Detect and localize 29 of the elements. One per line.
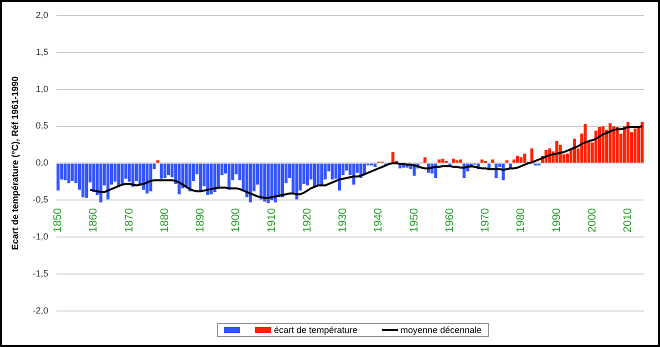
x-tick-label: 1900 [230, 208, 242, 233]
x-tick-label: 1980 [515, 208, 528, 233]
y-tick-label: -2,0 [32, 305, 48, 316]
x-tick-label: 1910 [266, 208, 278, 233]
x-tick-label: 1960 [444, 208, 456, 233]
x-tick-label: 1850 [52, 208, 64, 233]
y-tick-label: -0,5 [32, 194, 48, 205]
x-tick-label: 1880 [158, 208, 171, 233]
x-tick-label: 1950 [408, 208, 420, 233]
x-tick-label: 1870 [123, 208, 136, 233]
y-tick-label: 0,0 [36, 158, 48, 168]
y-tick-label: 1,0 [36, 84, 48, 94]
legend-label: moyenne décennale [400, 325, 482, 335]
x-tick-label: 2010 [622, 208, 634, 233]
x-tick-label: 1940 [372, 208, 385, 233]
y-axis-title: Ecart de température (°C), Réf 1961-1990 [10, 76, 20, 250]
x-tick-label: 1990 [550, 208, 563, 233]
x-tick-label: 1920 [301, 208, 314, 233]
y-tick-label: 0,5 [36, 120, 48, 131]
x-tick-label: 1890 [194, 208, 207, 233]
y-tick-label: -1,0 [32, 232, 48, 242]
legend-label: écart de température [274, 325, 358, 335]
x-tick-label: 2000 [586, 208, 598, 233]
y-tick-label: 2,0 [36, 10, 48, 20]
y-tick-label: 1,5 [36, 46, 48, 57]
x-tick-label: 1860 [88, 208, 100, 233]
x-tick-label: 1970 [480, 208, 492, 233]
x-tick-label: 1930 [337, 208, 350, 233]
y-tick-label: -1,5 [32, 268, 48, 279]
